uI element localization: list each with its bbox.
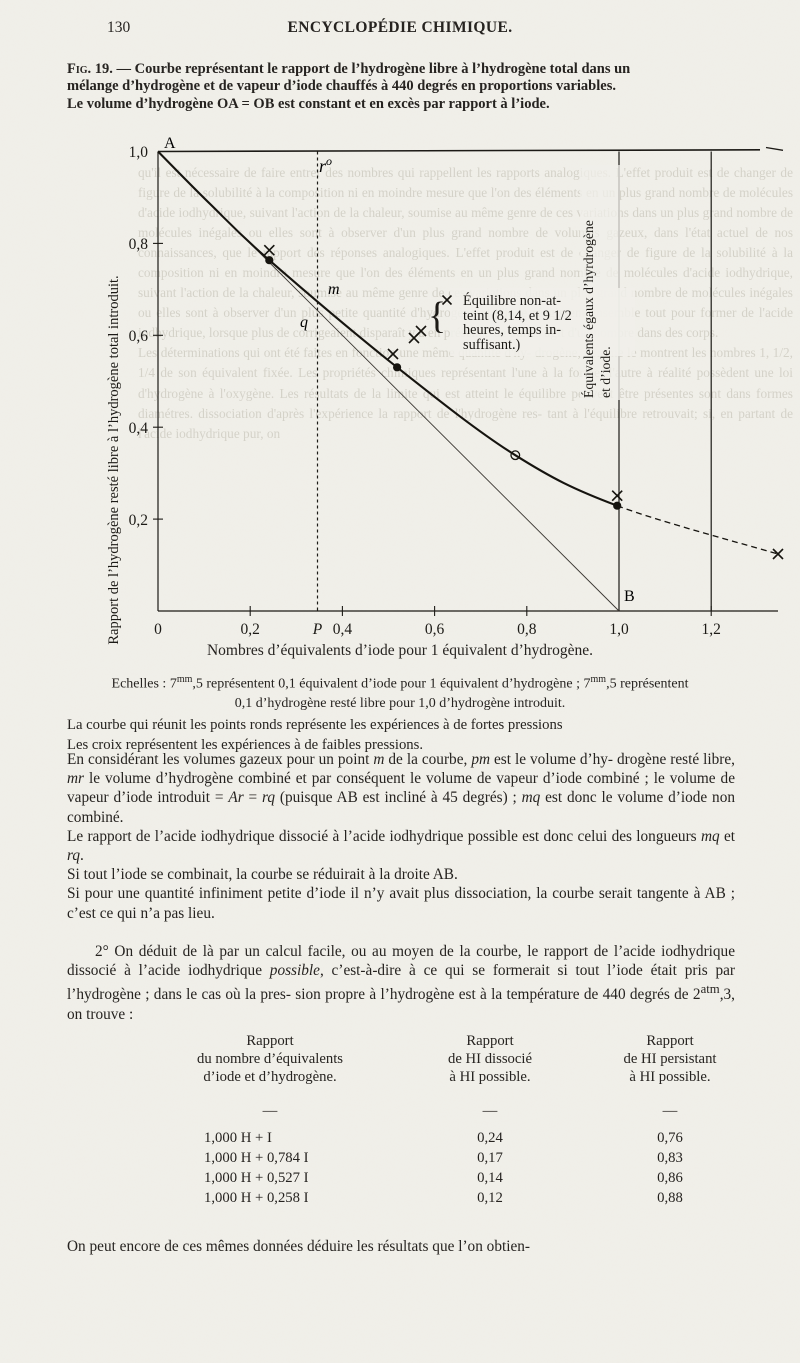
svg-text:0,8: 0,8 [517, 621, 537, 638]
svg-text:Équilibre non-at-: Équilibre non-at- [463, 292, 561, 309]
svg-text:0: 0 [154, 621, 162, 638]
svg-text:{: { [428, 295, 446, 337]
svg-text:P: P [312, 621, 323, 638]
svg-text:0,2: 0,2 [241, 621, 260, 638]
svg-text:heures, temps in-: heures, temps in- [463, 322, 561, 338]
svg-text:m: m [328, 281, 340, 298]
svg-text:1,2: 1,2 [702, 621, 721, 638]
svg-text:1,0: 1,0 [129, 144, 149, 161]
svg-text:0,6: 0,6 [425, 621, 445, 638]
svg-text:ro: ro [319, 154, 332, 176]
svg-text:1,0: 1,0 [609, 621, 629, 638]
svg-text:A: A [164, 135, 176, 152]
svg-text:B: B [624, 588, 635, 605]
svg-text:0,2: 0,2 [129, 512, 148, 529]
svg-text:0,6: 0,6 [129, 328, 149, 345]
svg-text:0,4: 0,4 [333, 621, 353, 638]
svg-text:et d’iode.: et d’iode. [598, 346, 613, 398]
svg-text:Équivalents égaux d’hyrdrogène: Équivalents égaux d’hyrdrogène [580, 220, 596, 398]
svg-text:q: q [300, 314, 308, 331]
svg-text:suffisant.): suffisant.) [463, 337, 521, 353]
svg-text:0,4: 0,4 [129, 420, 149, 437]
svg-text:Rapport de l’hydrogène resté l: Rapport de l’hydrogène resté libre à l’h… [106, 275, 122, 644]
svg-text:0,8: 0,8 [129, 236, 149, 253]
